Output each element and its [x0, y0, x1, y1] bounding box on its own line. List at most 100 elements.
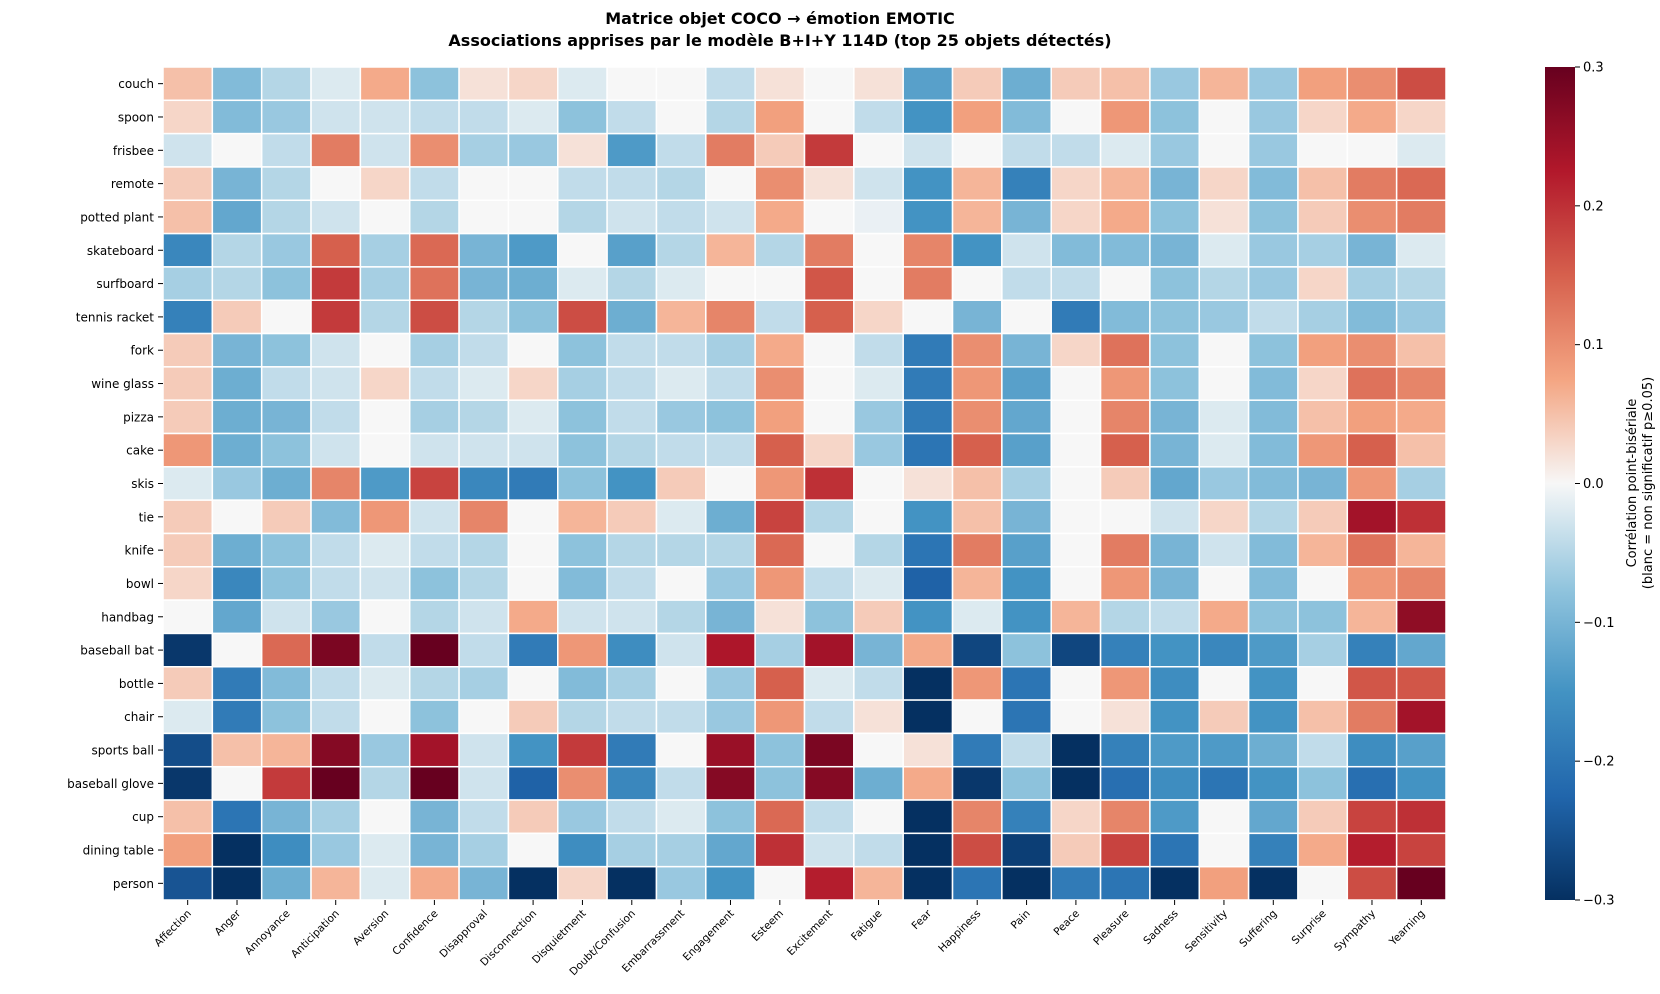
heatmap-cell — [408, 366, 460, 401]
heatmap-cell — [1247, 66, 1299, 102]
heatmap-cell — [1247, 366, 1299, 401]
heatmap-cell — [1395, 799, 1447, 835]
heatmap-cell — [902, 765, 954, 801]
heatmap-cell — [1149, 799, 1201, 835]
heatmap-cell — [705, 732, 756, 768]
heatmap-cell — [1149, 366, 1201, 401]
heatmap-cell — [951, 432, 1003, 468]
heatmap-cell — [408, 732, 460, 768]
heatmap-cell — [507, 799, 559, 835]
heatmap-cell — [606, 632, 658, 668]
column-label: Esteem — [750, 908, 786, 944]
heatmap-cell — [260, 666, 312, 701]
heatmap-cell — [1099, 499, 1151, 535]
heatmap-cell — [458, 299, 510, 335]
heatmap-cell — [557, 99, 608, 135]
heatmap-cell — [1149, 566, 1201, 601]
colorbar-tick-label: −0.2 — [1583, 755, 1615, 770]
heatmap-cell — [162, 532, 214, 568]
column-label: Anticipation — [289, 908, 342, 961]
heatmap-cell — [902, 865, 954, 901]
heatmap-cell — [1297, 299, 1349, 335]
heatmap-cell — [1198, 66, 1250, 102]
heatmap-cell — [902, 499, 954, 535]
heatmap-cell — [507, 232, 559, 268]
heatmap-cell — [902, 266, 954, 301]
heatmap-cell — [260, 199, 312, 235]
heatmap-cell — [557, 732, 608, 768]
heatmap-cell — [211, 366, 263, 401]
heatmap-cell — [310, 799, 362, 835]
heatmap-cell — [1149, 299, 1201, 335]
heatmap-cell — [655, 799, 707, 835]
heatmap-cell — [655, 566, 707, 601]
heatmap-cell — [260, 832, 312, 868]
heatmap-cell — [557, 232, 608, 268]
heatmap-cell — [803, 732, 855, 768]
heatmap-cell — [1149, 332, 1201, 368]
heatmap-cell — [853, 865, 904, 901]
heatmap-cell — [1050, 532, 1102, 568]
heatmap-cell — [1001, 166, 1052, 202]
row-label: cup — [132, 810, 154, 824]
heatmap-cell — [1247, 299, 1299, 335]
heatmap-cell — [557, 199, 608, 235]
heatmap-cell — [902, 699, 954, 735]
heatmap-cell — [1395, 666, 1447, 701]
heatmap-cell — [1198, 266, 1250, 301]
heatmap-cell — [1247, 99, 1299, 135]
heatmap-cell — [557, 832, 608, 868]
heatmap-cell — [853, 66, 904, 102]
heatmap-cell — [557, 466, 608, 501]
heatmap-cell — [1198, 199, 1250, 235]
column-label: Pleasure — [1091, 908, 1131, 948]
heatmap-cell — [507, 166, 559, 202]
heatmap-cell — [1099, 532, 1151, 568]
heatmap-cell — [408, 499, 460, 535]
heatmap-cell — [606, 599, 658, 635]
colorbar-tick-label: 0.1 — [1583, 338, 1604, 353]
heatmap-cell — [1198, 799, 1250, 835]
heatmap-cell — [557, 532, 608, 568]
heatmap-cell — [359, 699, 411, 735]
heatmap-cell — [1198, 865, 1250, 901]
heatmap-cell — [1001, 66, 1052, 102]
heatmap-cell — [507, 132, 559, 168]
heatmap-cell — [162, 366, 214, 401]
heatmap-cell — [458, 666, 510, 701]
heatmap-cell — [310, 666, 362, 701]
row-label: skis — [131, 477, 154, 491]
row-label: wine glass — [91, 377, 154, 391]
heatmap-cell — [1001, 499, 1052, 535]
heatmap-cell — [408, 166, 460, 202]
heatmap-cell — [1247, 532, 1299, 568]
heatmap-cell — [803, 199, 855, 235]
heatmap-cell — [606, 499, 658, 535]
heatmap-cell — [902, 232, 954, 268]
heatmap-cell — [507, 432, 559, 468]
heatmap-cell — [853, 466, 904, 501]
heatmap-cell — [359, 832, 411, 868]
heatmap-cell — [1099, 166, 1151, 202]
heatmap-cell — [655, 132, 707, 168]
heatmap-cell — [655, 432, 707, 468]
heatmap-cell — [1149, 166, 1201, 202]
heatmap-cell — [310, 865, 362, 901]
heatmap-cell — [1001, 566, 1052, 601]
heatmap-cell — [951, 599, 1003, 635]
heatmap-cell — [359, 199, 411, 235]
heatmap-cell — [951, 799, 1003, 835]
heatmap-cell — [359, 799, 411, 835]
heatmap-cell — [1395, 732, 1447, 768]
heatmap-cell — [359, 332, 411, 368]
row-label: bowl — [126, 577, 154, 591]
heatmap-cell — [359, 632, 411, 668]
heatmap-cell — [211, 132, 263, 168]
heatmap-cell — [1001, 466, 1052, 501]
heatmap-cell — [211, 765, 263, 801]
heatmap-cell — [655, 332, 707, 368]
heatmap-cell — [803, 332, 855, 368]
row-label: pizza — [123, 410, 154, 424]
colorbar-label-line2: (blanc = non significatif p≥0.05) — [1641, 377, 1656, 589]
heatmap-cell — [211, 566, 263, 601]
